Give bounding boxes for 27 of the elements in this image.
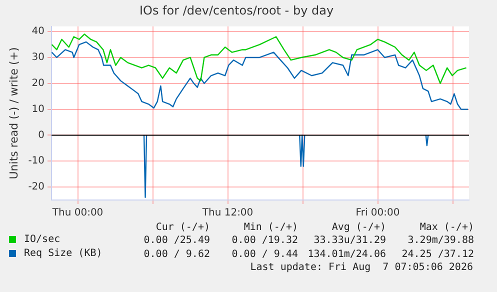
text: Avg (-/+)	[330, 222, 386, 233]
y-tick-label: 40	[32, 26, 45, 38]
text: Last update: Fri Aug 7 07:05:06 2026	[249, 261, 474, 274]
text: 24.25 /37.12	[400, 248, 474, 261]
text: Min (-/+)	[242, 222, 298, 233]
y-tick-label: 10	[32, 104, 45, 115]
y-tick-label: 0	[38, 130, 45, 141]
text: 0.00 /19.32	[230, 234, 298, 247]
text: 33.33u/31.29	[312, 234, 386, 247]
text: 134.01m/24.06	[306, 248, 386, 261]
y-tick-label: 30	[32, 52, 45, 64]
text: 0.00 / 9.44	[230, 248, 298, 261]
y-tick-label: -20	[28, 182, 45, 193]
chart-title: IOs for /dev/centos/root - by day	[139, 3, 334, 18]
x-tick-label: Fri 00:00	[356, 208, 400, 219]
text: Cur (-/+)	[154, 222, 210, 233]
text: 3.29m/39.88	[406, 234, 474, 247]
x-tick-label: Thu 00:00	[51, 208, 104, 219]
x-tick-label: Thu 12:00	[201, 208, 254, 219]
legend-label: Req Size (KB)	[24, 248, 102, 259]
y-tick-label: 20	[32, 78, 45, 89]
text: 0.00 / 9.62	[142, 248, 210, 261]
legend-label: IO/sec	[24, 234, 60, 245]
text: Max (-/+)	[418, 222, 474, 233]
y-axis-title: Units read (-) / write (+)	[7, 47, 20, 180]
y-tick-label: -10	[28, 156, 45, 167]
text: 0.00 /25.49	[142, 234, 210, 247]
